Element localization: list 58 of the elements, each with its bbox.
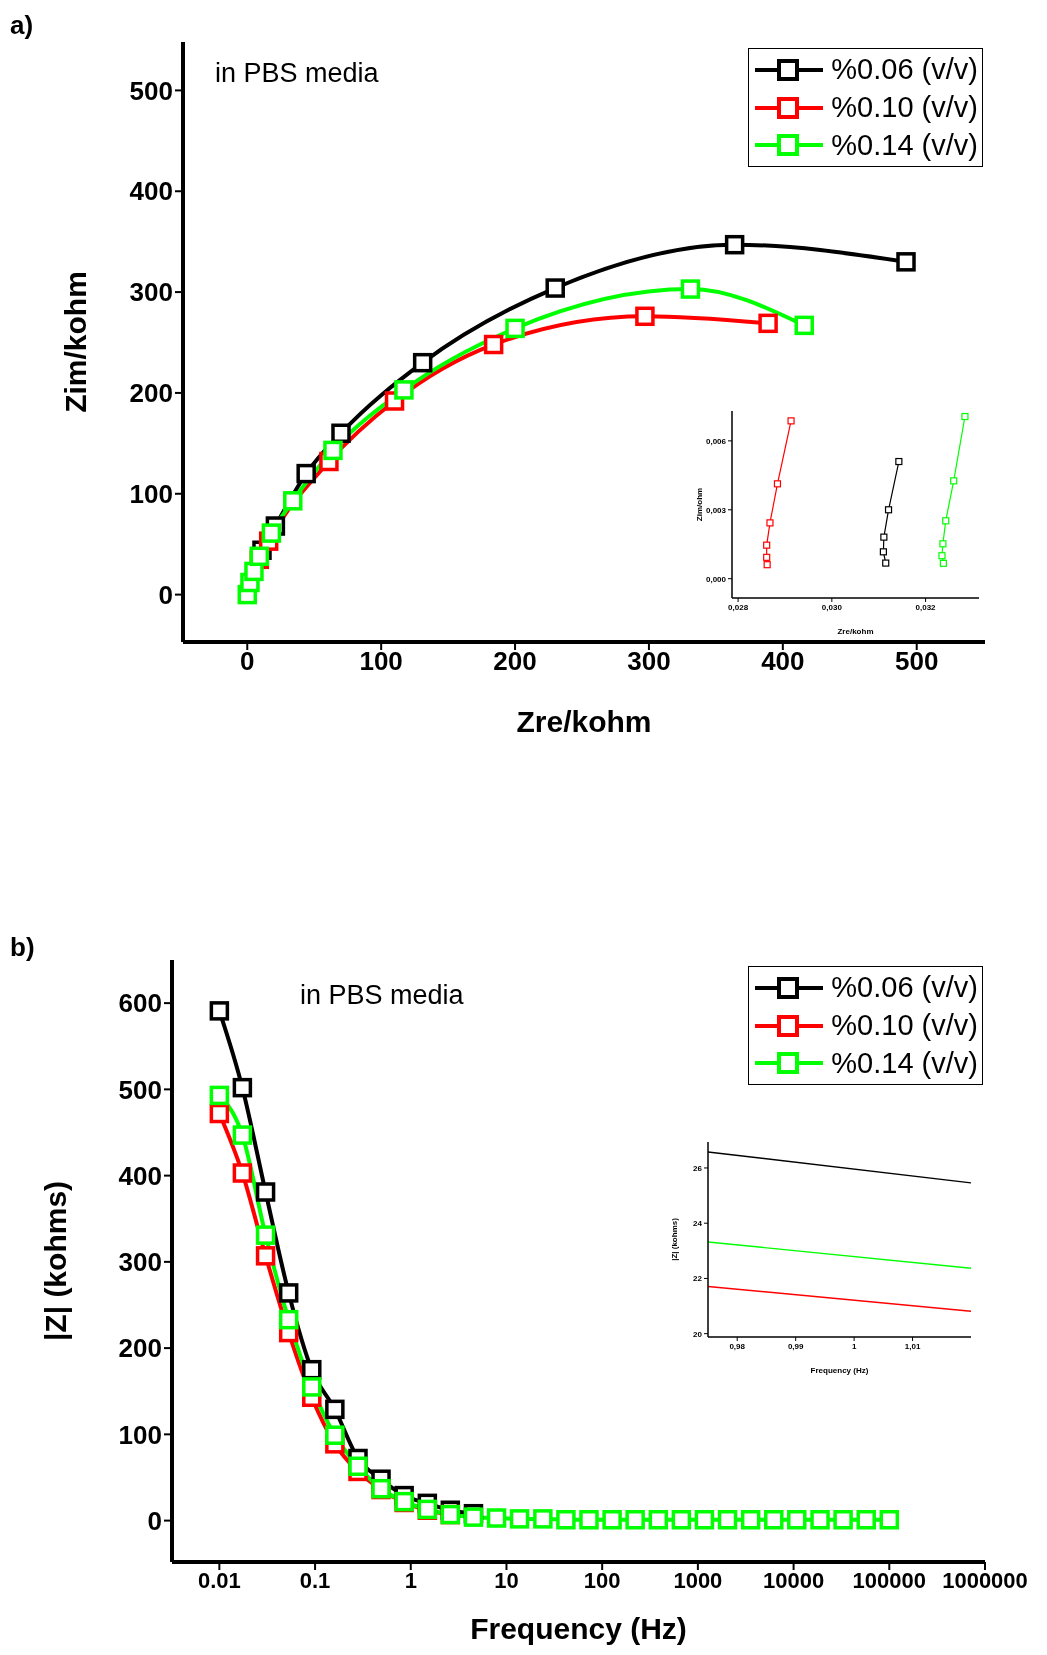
legend-label: %0.14 (v/v) xyxy=(831,1046,978,1080)
x-tick-label: 0,030 xyxy=(821,602,843,612)
y-tick-label: 100 xyxy=(129,478,173,509)
x-tick-label: 0.1 xyxy=(299,1567,331,1593)
x-tick-label: 100000 xyxy=(852,1567,927,1593)
x-tick-label: 0,028 xyxy=(728,602,749,612)
y-axis-title: Zim/ohm xyxy=(694,487,704,522)
y-tick-label: 400 xyxy=(118,1160,162,1191)
x-axis-title: Zre/kohm xyxy=(516,705,652,738)
x-tick-label: 10000 xyxy=(763,1567,825,1593)
x-axis-title: Frequency (Hz) xyxy=(810,1366,869,1375)
y-tick-label: 300 xyxy=(129,277,173,308)
y-tick-label: 20 xyxy=(693,1329,703,1339)
y-axis-title: |Z| (kohms) xyxy=(669,1217,679,1261)
x-tick-label: 0.01 xyxy=(197,1567,241,1593)
y-axis-title: |Z| (kohms) xyxy=(38,1180,72,1342)
x-tick-label: 500 xyxy=(895,646,939,677)
x-tick-label: 0,98 xyxy=(729,1341,746,1351)
x-tick-label: 1000 xyxy=(673,1567,723,1593)
y-tick-label: 500 xyxy=(129,75,173,106)
x-tick-label: 10 xyxy=(494,1567,519,1593)
x-axis-title: Zre/kohm xyxy=(837,627,874,636)
x-axis-title: Frequency (Hz) xyxy=(470,1612,687,1645)
chart-title: a) xyxy=(10,10,34,41)
x-tick-label: 300 xyxy=(627,646,671,677)
y-tick-label: 600 xyxy=(118,988,162,1019)
y-tick-label: 0 xyxy=(147,1505,162,1536)
y-tick-label: 0,006 xyxy=(705,436,727,446)
x-tick-label: 0,99 xyxy=(787,1341,804,1351)
y-axis-title: Zim/kohm xyxy=(58,271,92,413)
x-tick-label: 1,01 xyxy=(904,1341,921,1351)
x-tick-label: 1 xyxy=(404,1567,417,1593)
y-tick-label: 24 xyxy=(693,1219,703,1229)
x-tick-label: 0 xyxy=(240,646,255,677)
y-tick-label: 500 xyxy=(118,1074,162,1105)
y-tick-label: 0,003 xyxy=(705,505,727,515)
y-tick-label: 26 xyxy=(693,1163,703,1173)
x-tick-label: 1 xyxy=(851,1341,857,1351)
x-tick-label: 100 xyxy=(359,646,403,677)
x-tick-label: 200 xyxy=(493,646,537,677)
legend-label: %0.10 (v/v) xyxy=(831,1009,978,1043)
chart-title: b) xyxy=(10,932,35,963)
annotation: in PBS media xyxy=(215,58,379,89)
x-tick-label: 1000000 xyxy=(942,1567,1028,1593)
legend-label: %0.10 (v/v) xyxy=(831,91,978,125)
annotation: in PBS media xyxy=(300,980,464,1011)
legend-label: %0.06 (v/v) xyxy=(831,53,978,87)
y-tick-label: 400 xyxy=(129,176,173,207)
y-tick-label: 200 xyxy=(129,378,173,409)
y-tick-label: 300 xyxy=(118,1247,162,1278)
y-tick-label: 22 xyxy=(693,1274,703,1284)
x-tick-label: 100 xyxy=(583,1567,621,1593)
x-tick-label: 400 xyxy=(761,646,805,677)
x-tick-label: 0,032 xyxy=(915,602,937,612)
y-tick-label: 0,000 xyxy=(705,574,727,584)
y-tick-label: 100 xyxy=(118,1419,162,1450)
legend-label: %0.06 (v/v) xyxy=(831,971,978,1005)
legend-label: %0.14 (v/v) xyxy=(831,128,978,162)
